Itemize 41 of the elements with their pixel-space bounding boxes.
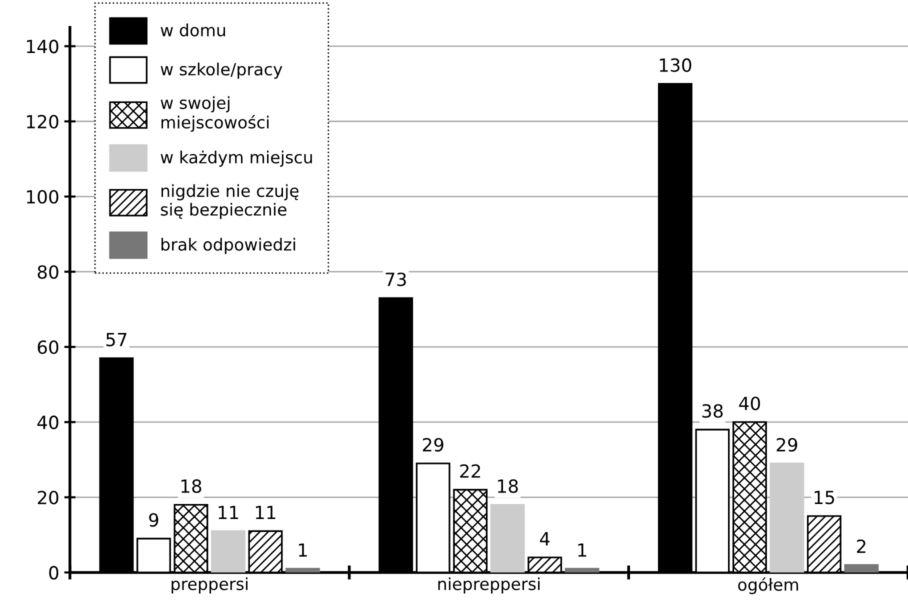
y-tick-label: 120 xyxy=(27,114,58,128)
data-label: 11 xyxy=(218,506,238,520)
y-tick-label: 0 xyxy=(49,566,58,580)
data-label: 11 xyxy=(256,506,276,520)
bar xyxy=(285,568,320,572)
y-tick-label: 100 xyxy=(27,190,58,204)
bar xyxy=(210,530,246,572)
data-label: 9 xyxy=(149,513,158,527)
data-label: 2 xyxy=(857,539,866,553)
y-tick-label: 20 xyxy=(38,490,58,504)
data-label: 18 xyxy=(181,479,202,493)
data-label: 1 xyxy=(298,543,307,557)
x-tick-label: preppersi xyxy=(172,577,248,594)
bar xyxy=(564,568,600,572)
data-label: 4 xyxy=(540,532,550,546)
legend-label: brak odpowiedzi xyxy=(162,238,296,254)
data-label: 73 xyxy=(386,272,406,286)
data-label: 18 xyxy=(498,479,518,493)
data-label: 40 xyxy=(739,396,760,410)
y-tick-label: 60 xyxy=(38,340,58,354)
bar xyxy=(490,504,525,572)
data-label: 29 xyxy=(422,438,444,452)
data-label: 130 xyxy=(660,58,692,72)
y-tick-label: 80 xyxy=(38,265,58,279)
legend-label: w szkole/pracy xyxy=(160,62,282,79)
y-tick-label: 40 xyxy=(37,416,58,430)
y-tick-label: 140 xyxy=(27,40,58,54)
x-tick-label: ogółem xyxy=(738,577,798,594)
data-label: 15 xyxy=(814,490,834,504)
legend-label: nigdzie nie czuję się bezpiecznie xyxy=(160,184,299,220)
data-label: 1 xyxy=(578,543,586,557)
bar xyxy=(770,462,804,572)
x-tick-label: niepreppersi xyxy=(438,577,540,594)
legend-label: w każdym miejscu xyxy=(160,150,312,167)
legend-label: w swojej miejscowości xyxy=(160,96,269,132)
bar xyxy=(844,564,879,572)
data-label: 29 xyxy=(776,438,798,452)
data-label: 57 xyxy=(106,332,126,346)
legend-label: w domu xyxy=(160,24,225,36)
data-label: 38 xyxy=(702,404,723,418)
data-label: 22 xyxy=(460,464,480,478)
